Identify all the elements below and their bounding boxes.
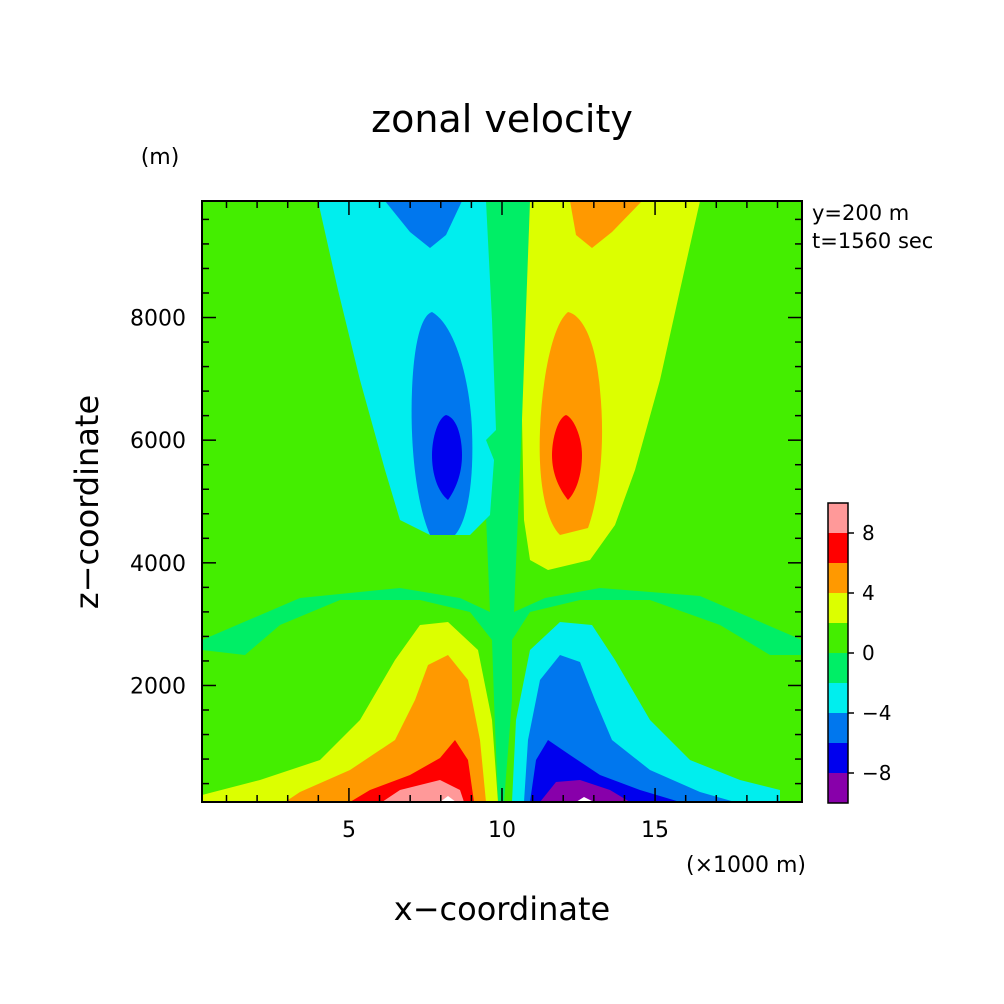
contour-band-low-10 <box>440 796 456 802</box>
colorbar-swatch <box>828 653 848 683</box>
colorbar-swatch <box>828 713 848 743</box>
colorbar-ticks <box>848 532 854 774</box>
contour-band-neg8-neg6 <box>432 415 462 500</box>
colorbar-swatch <box>828 773 848 803</box>
contour-band-4-6 <box>570 201 642 248</box>
colorbar-swatch <box>828 593 848 623</box>
chart-title: zonal velocity <box>371 97 633 141</box>
annotation-y: y=200 m <box>812 201 909 225</box>
colorbar-swatch <box>828 743 848 773</box>
y-axis-label: z−coordinate <box>68 395 106 609</box>
colorbar-swatch <box>828 623 848 653</box>
x-tick-label-15: 15 <box>641 818 669 843</box>
x-unit-label: (×1000 m) <box>686 853 806 878</box>
colorbar-label-8: 8 <box>862 521 875 545</box>
contour-band-low-8-10 <box>382 780 464 802</box>
y-tick-label-4000: 4000 <box>130 552 186 577</box>
colorbar-swatch <box>828 563 848 593</box>
x-tick-label-5: 5 <box>342 818 356 843</box>
colorbar-label-4: 4 <box>862 581 875 605</box>
colorbar-label-0: 0 <box>862 641 875 665</box>
annotation-t: t=1560 sec <box>812 229 933 253</box>
y-tick-label-2000: 2000 <box>130 674 186 699</box>
axis-ticks <box>202 201 802 802</box>
colorbar-label-neg4: −4 <box>862 701 891 725</box>
contour-band-low-neg10 <box>576 797 594 802</box>
y-tick-label-8000: 8000 <box>130 307 186 332</box>
x-axis-label: x−coordinate <box>394 890 610 928</box>
colorbar-swatch <box>828 683 848 713</box>
colorbar-swatch <box>828 503 848 533</box>
contour-band-neg2-0 <box>202 201 802 802</box>
y-tick-label-6000: 6000 <box>130 429 186 454</box>
x-tick-label-10: 10 <box>488 818 516 843</box>
contour-field <box>202 201 802 802</box>
contour-band-6-8 <box>552 415 582 500</box>
y-unit-label: (m) <box>141 145 180 170</box>
colorbar <box>828 503 848 803</box>
colorbar-label-neg8: −8 <box>862 761 891 785</box>
colorbar-swatch <box>828 533 848 563</box>
contour-band-neg6-neg4 <box>385 201 462 248</box>
